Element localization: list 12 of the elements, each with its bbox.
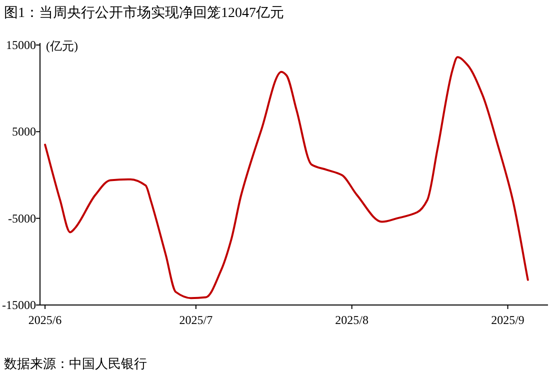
- x-tick-label: 2025/6: [28, 313, 62, 327]
- x-tick-label: 2025/8: [335, 313, 369, 327]
- y-tick-label: -5000: [8, 211, 36, 226]
- chart-title: 图1：当周央行公开市场实现净回笼12047亿元: [4, 5, 284, 21]
- source-note: 数据来源：中国人民银行: [4, 356, 147, 371]
- y-tick-label: -15000: [2, 298, 36, 312]
- y-tick-label: 15000: [6, 38, 36, 52]
- y-tick-label: 5000: [12, 124, 36, 139]
- line-series: [44, 56, 529, 300]
- y-axis-title: (亿元): [46, 39, 78, 53]
- x-tick-label: 2025/7: [179, 313, 213, 327]
- x-tick-label: 2025/9: [491, 313, 524, 327]
